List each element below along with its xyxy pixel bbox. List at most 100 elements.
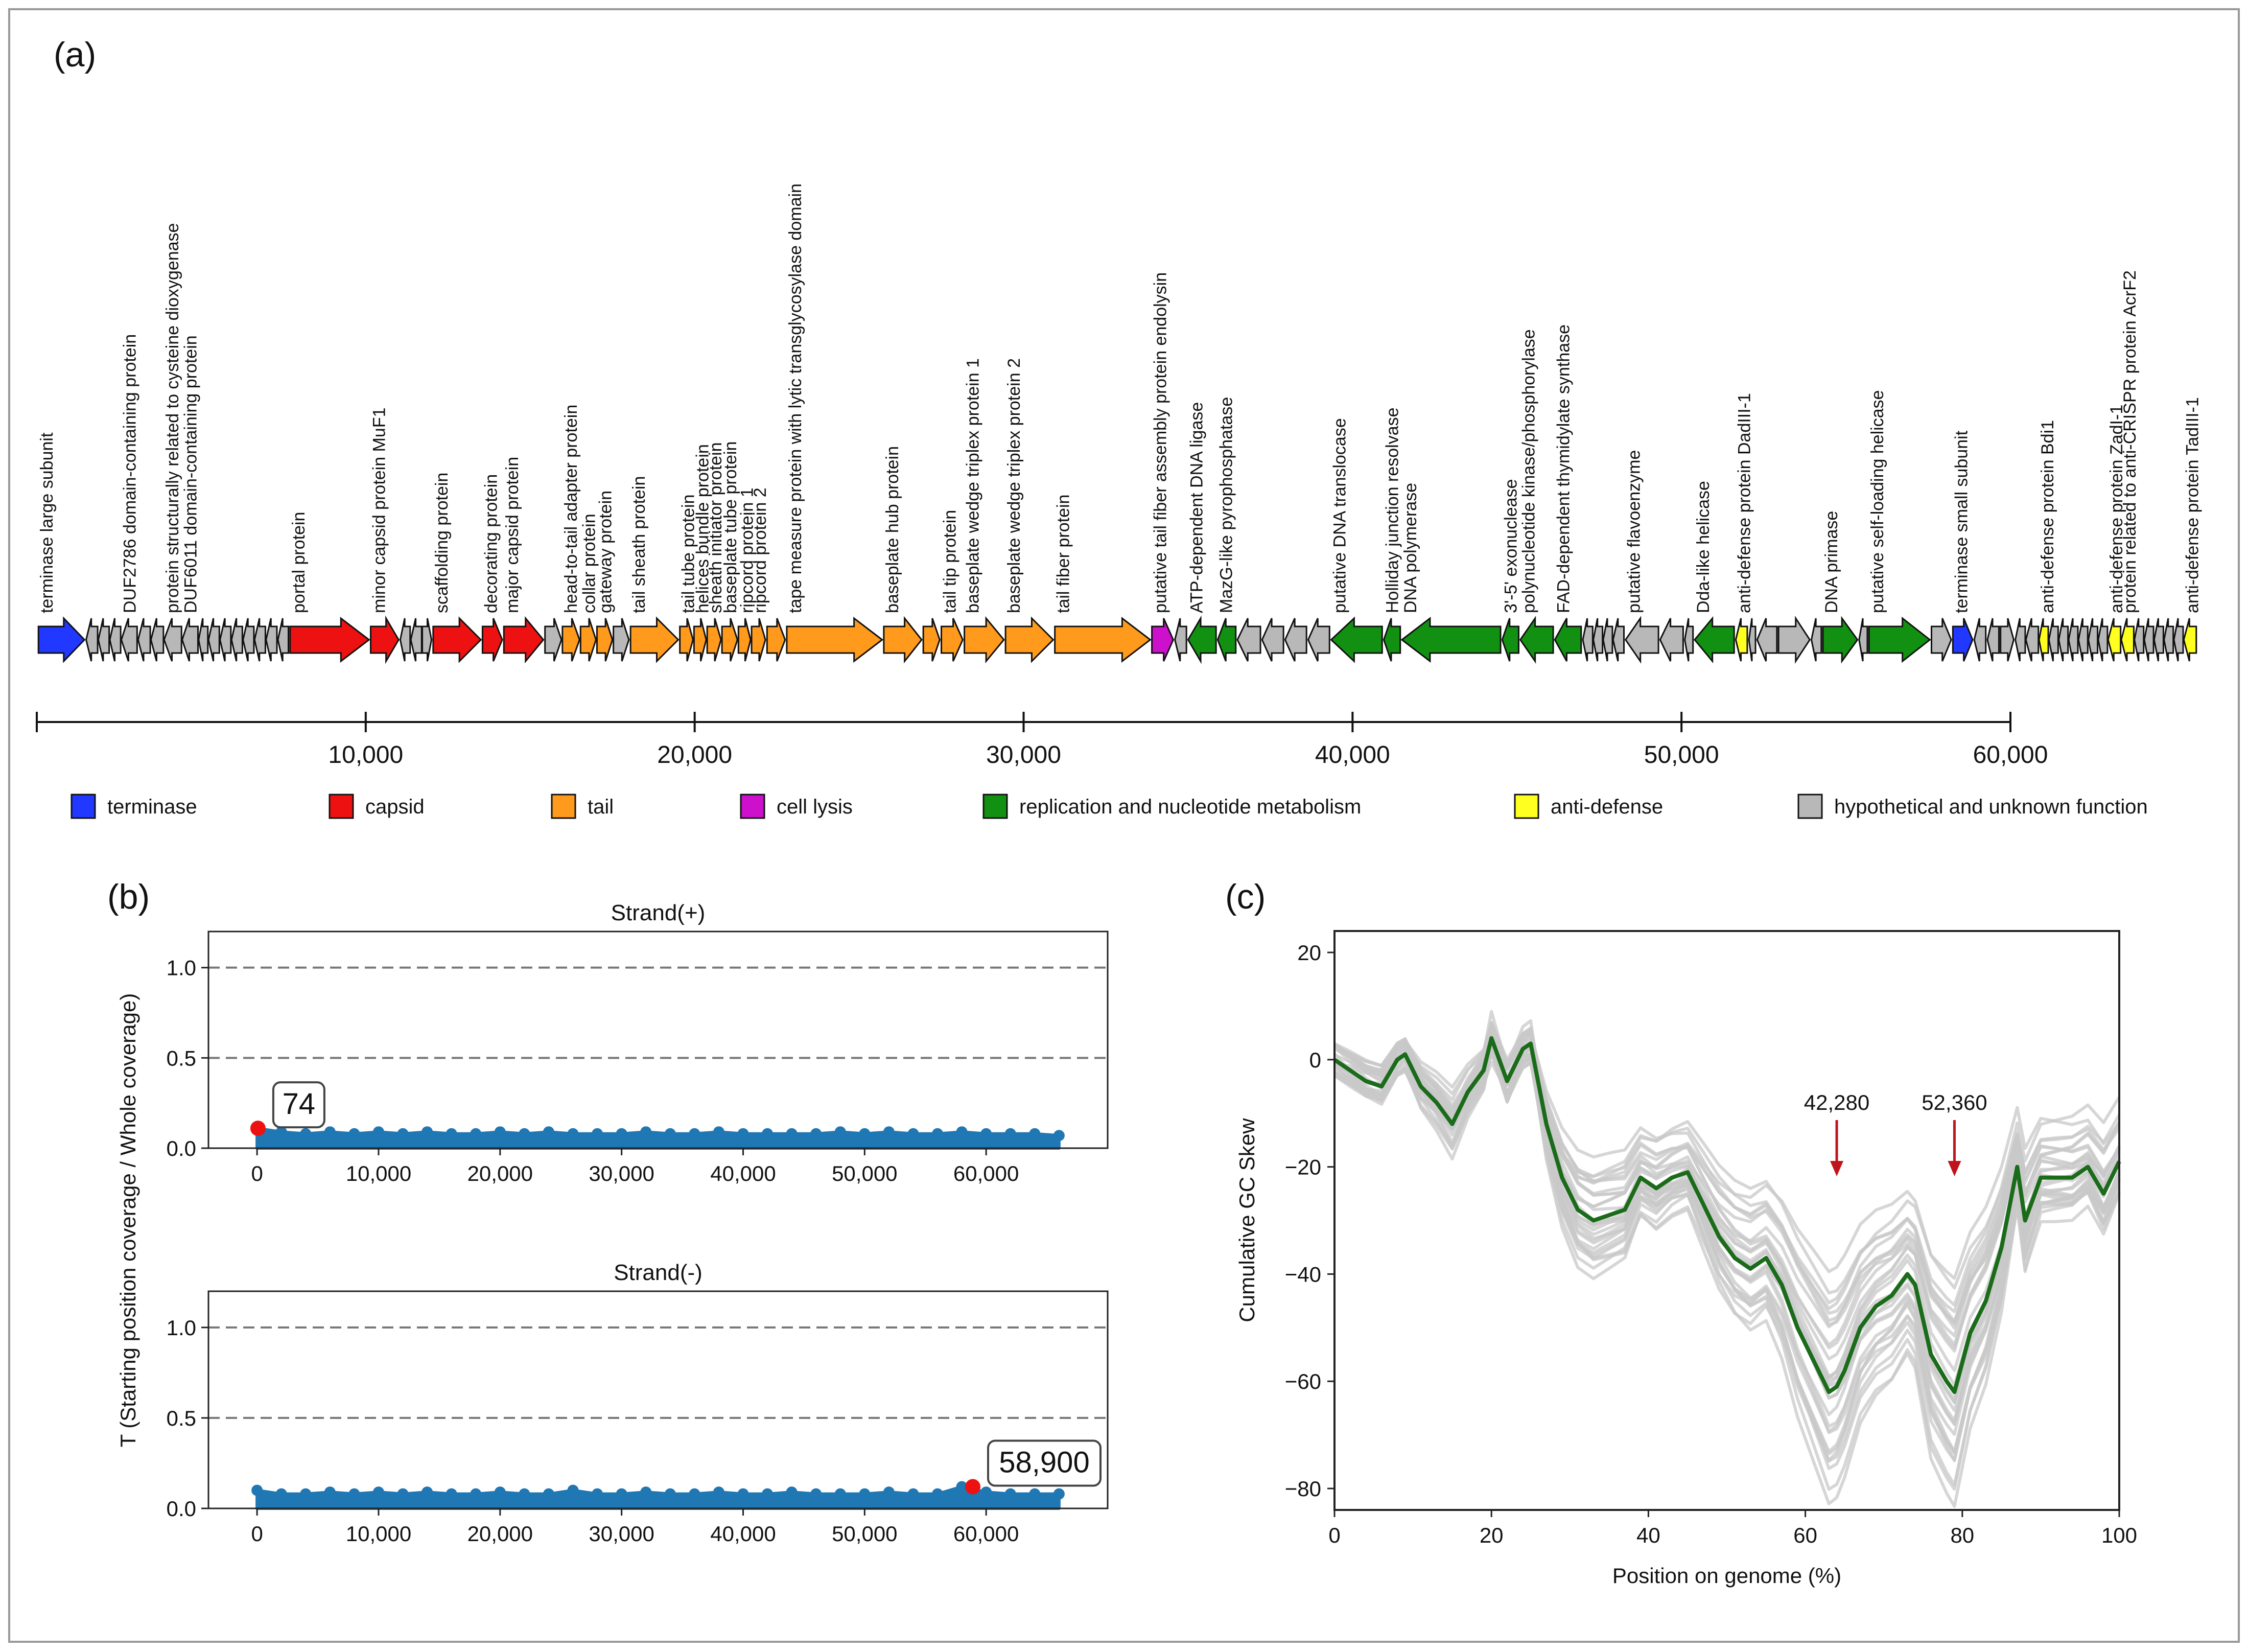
coverage-y-axis-label: T (Starting position coverage / Whole co… (116, 993, 140, 1448)
panel-label-c: (c) (1225, 877, 1266, 916)
panel-label-a: (a) (54, 35, 96, 74)
x-tick-label: 0 (251, 1522, 263, 1546)
gene-label: tail fiber protein (1054, 495, 1073, 613)
coverage-point (300, 1128, 312, 1139)
coverage-point (664, 1488, 676, 1500)
gene-arrow-tail-sheath-protein (629, 616, 680, 663)
x-tick-label: 0 (251, 1161, 263, 1185)
gene-label: tape measure protein with lytic transgly… (786, 183, 805, 613)
coverage-point (494, 1126, 506, 1138)
gene-arrow-ripcord-protein-2 (751, 618, 766, 662)
gene-arrow-protein-structurally-related-to-cysteine-dioxygenase (163, 618, 182, 662)
coverage-point (300, 1488, 312, 1500)
gene-label: protein related to anti-CRISPR protein A… (2120, 270, 2140, 613)
gene-arrow (2163, 618, 2174, 662)
gene-arrow (230, 618, 243, 662)
coverage-point (859, 1488, 871, 1500)
gene-label: baseplate wedge triplex protein 2 (1004, 358, 1024, 613)
coverage-point (275, 1126, 287, 1138)
legend-swatch-tail (551, 794, 576, 819)
legend-swatch-lysis (740, 794, 765, 819)
gene-arrow-protein-related-to-anti-crispr-protein-acrf2 (2120, 618, 2135, 662)
gene-arrow (2143, 618, 2155, 662)
gene-arrow-mazg-like-pyrophosphatase (1216, 618, 1237, 662)
gene-label: decorating protein (481, 474, 501, 613)
gene-arrow (2068, 618, 2079, 662)
gene-label: terminase small subunit (1952, 430, 1971, 613)
gene-arrow-anti-defense-protein-tadiii-1 (2183, 618, 2197, 662)
annotation-arrow-head (1830, 1161, 1844, 1176)
coverage-point (786, 1128, 798, 1139)
coverage-point (737, 1128, 749, 1139)
x-tick-label: 0 (1328, 1523, 1340, 1547)
y-tick-label: −20 (1285, 1155, 1321, 1179)
peak-marker (250, 1121, 266, 1136)
x-tick-label: 10,000 (346, 1522, 411, 1546)
gene-arrow-putative-self-loading-helicase (1868, 616, 1931, 663)
gene-arrow-sheath-initiator-protein (706, 618, 722, 662)
genome-axis-tick-label: 10,000 (328, 741, 403, 769)
genome-axis-tick-label: 50,000 (1644, 741, 1719, 769)
gene-label: anti-defense protein TadIII-1 (2183, 397, 2202, 613)
category-legend: terminase capsid tail cell lysis replication… (71, 794, 2148, 819)
coverage-point (932, 1488, 944, 1500)
coverage-point (810, 1488, 822, 1500)
coverage-point (348, 1488, 360, 1500)
gene-arrow (219, 618, 232, 662)
gene-arrow-anti-defense-protein-dadiii-1 (1735, 618, 1748, 662)
coverage-point (567, 1484, 579, 1496)
coverage-point (616, 1128, 627, 1139)
coverage-point (567, 1128, 579, 1139)
gene-arrow (1973, 618, 1987, 662)
y-tick-label: −60 (1285, 1369, 1321, 1393)
coverage-point (421, 1486, 433, 1498)
coverage-point (1004, 1128, 1016, 1139)
x-tick-label: 60,000 (953, 1522, 1019, 1546)
gene-label: polynucleotide kinase/phosphorylase (1519, 329, 1539, 613)
gene-arrow-major-capsid-protein (503, 616, 545, 664)
gene-label: terminase large subunit (37, 432, 57, 613)
gene-label: gateway protein (596, 491, 615, 613)
gene-labels: terminase large subunit DUF2786 domain-co… (37, 183, 2202, 613)
coverage-point (737, 1488, 749, 1500)
gene-label: anti-defense protein DadIII-1 (1735, 393, 1754, 613)
gene-arrow (2173, 618, 2184, 662)
gene-arrow (544, 618, 563, 662)
gene-arrow (1236, 618, 1261, 662)
peak-label: 74 (283, 1087, 316, 1121)
legend-swatch-antidefense (1514, 794, 1539, 819)
background-skew-line (1333, 1032, 2121, 1453)
genome-axis-tick-label: 30,000 (986, 741, 1061, 769)
gene-arrow (1261, 618, 1284, 662)
gene-label: scaffolding protein (432, 473, 452, 613)
gene-arrow-holliday-junction-resolvase (1383, 618, 1401, 662)
gene-arrow (2000, 618, 2015, 662)
legend-swatch-terminase (71, 794, 96, 819)
coverage-point (446, 1128, 457, 1139)
legend-swatch-hypothetical (1797, 794, 1823, 819)
coverage-point (1053, 1130, 1065, 1142)
gene-arrow (265, 618, 278, 662)
x-tick-label: 20,000 (467, 1522, 533, 1546)
gene-arrow (1593, 618, 1604, 662)
gene-arrow-atp-dependent-dna-ligase (1187, 615, 1217, 664)
annotation-arrow-head (1948, 1161, 1961, 1176)
coverage-point (324, 1486, 336, 1498)
gene-arrow-dda-like-helicase (1693, 616, 1735, 664)
gene-arrow-duf6011-domain-containing-protein (181, 618, 199, 662)
gene-label: FAD-dependent thymidylate synthase (1554, 324, 1573, 613)
coverage-point (348, 1128, 360, 1139)
gene-arrow (207, 618, 220, 662)
legend-label-antidefense: anti-defense (1551, 796, 1663, 818)
peak-label-box (987, 1439, 1102, 1487)
gene-label: portal protein (289, 512, 309, 613)
gene-label: putative tail fiber assembly protein end… (1151, 272, 1170, 613)
gene-arrow-putative-tail-fiber-assembly-protein-endolysin (1151, 618, 1175, 662)
gene-arrow (1284, 618, 1307, 662)
coverage-point (762, 1488, 774, 1500)
gene-arrow (2153, 618, 2164, 662)
x-tick-label: 30,000 (589, 1522, 654, 1546)
y-tick-label: 1.0 (167, 1316, 196, 1340)
gene-arrow (2077, 618, 2089, 662)
